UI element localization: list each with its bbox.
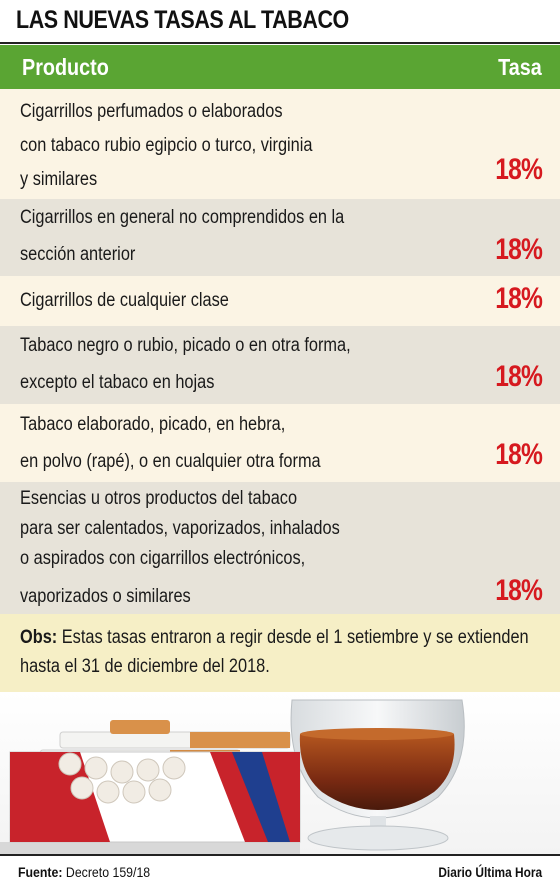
footer: Fuente: Decreto 159/18 Diario Última Hor… [0, 854, 560, 891]
column-header-rate: Tasa [498, 54, 542, 80]
table-row: Cigarrillos en general no comprendidos e… [0, 199, 560, 276]
cigarettes-and-glass-illustration [0, 692, 560, 854]
description-line: excepto el tabaco en hojas [20, 372, 215, 393]
source-credit: Fuente: Decreto 159/18 [18, 864, 150, 880]
observation-line: Estas tasas entraron a regir desde el 1 … [61, 627, 529, 648]
product-description: Cigarrillos en general no comprendidos e… [20, 199, 344, 273]
description-line: Tabaco negro o rubio, picado o en otra f… [20, 335, 351, 356]
table-row: Cigarrillos de cualquier clase 18% [0, 276, 560, 326]
product-description: Esencias u otros productos del tabaco pa… [20, 484, 340, 612]
rate-value: 18% [495, 574, 543, 607]
rate-value: 18% [495, 282, 543, 315]
source-label: Fuente: [18, 864, 63, 880]
source-value: Decreto 159/18 [65, 864, 151, 880]
description-line: y similares [20, 169, 98, 190]
product-description: Cigarrillos perfumados o elaborados con … [20, 95, 312, 197]
rate-value: 18% [495, 360, 543, 393]
description-line: vaporizados o similares [20, 586, 191, 607]
rate-value: 18% [495, 233, 543, 266]
description-line: o aspirados con cigarrillos electrónicos… [20, 548, 306, 569]
observation-line: hasta el 31 de diciembre del 2018. [20, 656, 270, 677]
description-line: para ser calentados, vaporizados, inhala… [20, 518, 340, 539]
observation-note: Obs: Estas tasas entraron a regir desde … [0, 614, 560, 692]
product-description: Tabaco elaborado, picado, en hebra, en p… [20, 406, 321, 480]
publisher-credit: Diario Última Hora [438, 864, 542, 880]
observation-text: Obs: Estas tasas entraron a regir desde … [20, 623, 529, 681]
table-row: Tabaco negro o rubio, picado o en otra f… [0, 326, 560, 404]
title-divider [0, 42, 560, 44]
table-row: Cigarrillos perfumados o elaborados con … [0, 89, 560, 199]
column-header-product: Producto [22, 54, 109, 80]
description-line: sección anterior [20, 244, 136, 265]
description-line: Cigarrillos perfumados o elaborados [20, 101, 283, 122]
description-line: Esencias u otros productos del tabaco [20, 488, 298, 509]
infographic-title: LAS NUEVAS TASAS AL TABACO [16, 6, 349, 34]
product-description: Cigarrillos de cualquier clase [20, 282, 229, 320]
rate-value: 18% [495, 438, 543, 471]
rate-value: 18% [495, 153, 543, 186]
description-line: en polvo (rapé), o en cualquier otra for… [20, 451, 321, 472]
description-line: Cigarrillos en general no comprendidos e… [20, 207, 345, 228]
description-line: Tabaco elaborado, picado, en hebra, [20, 414, 286, 435]
observation-label: Obs: [20, 627, 58, 648]
product-description: Tabaco negro o rubio, picado o en otra f… [20, 327, 351, 401]
table-row: Tabaco elaborado, picado, en hebra, en p… [0, 404, 560, 482]
photo-graphic [0, 699, 465, 854]
description-line: Cigarrillos de cualquier clase [20, 290, 229, 311]
description-line: con tabaco rubio egipcio o turco, virgin… [20, 135, 313, 156]
table-header: Producto Tasa [0, 45, 560, 89]
table-row: Esencias u otros productos del tabaco pa… [0, 482, 560, 614]
